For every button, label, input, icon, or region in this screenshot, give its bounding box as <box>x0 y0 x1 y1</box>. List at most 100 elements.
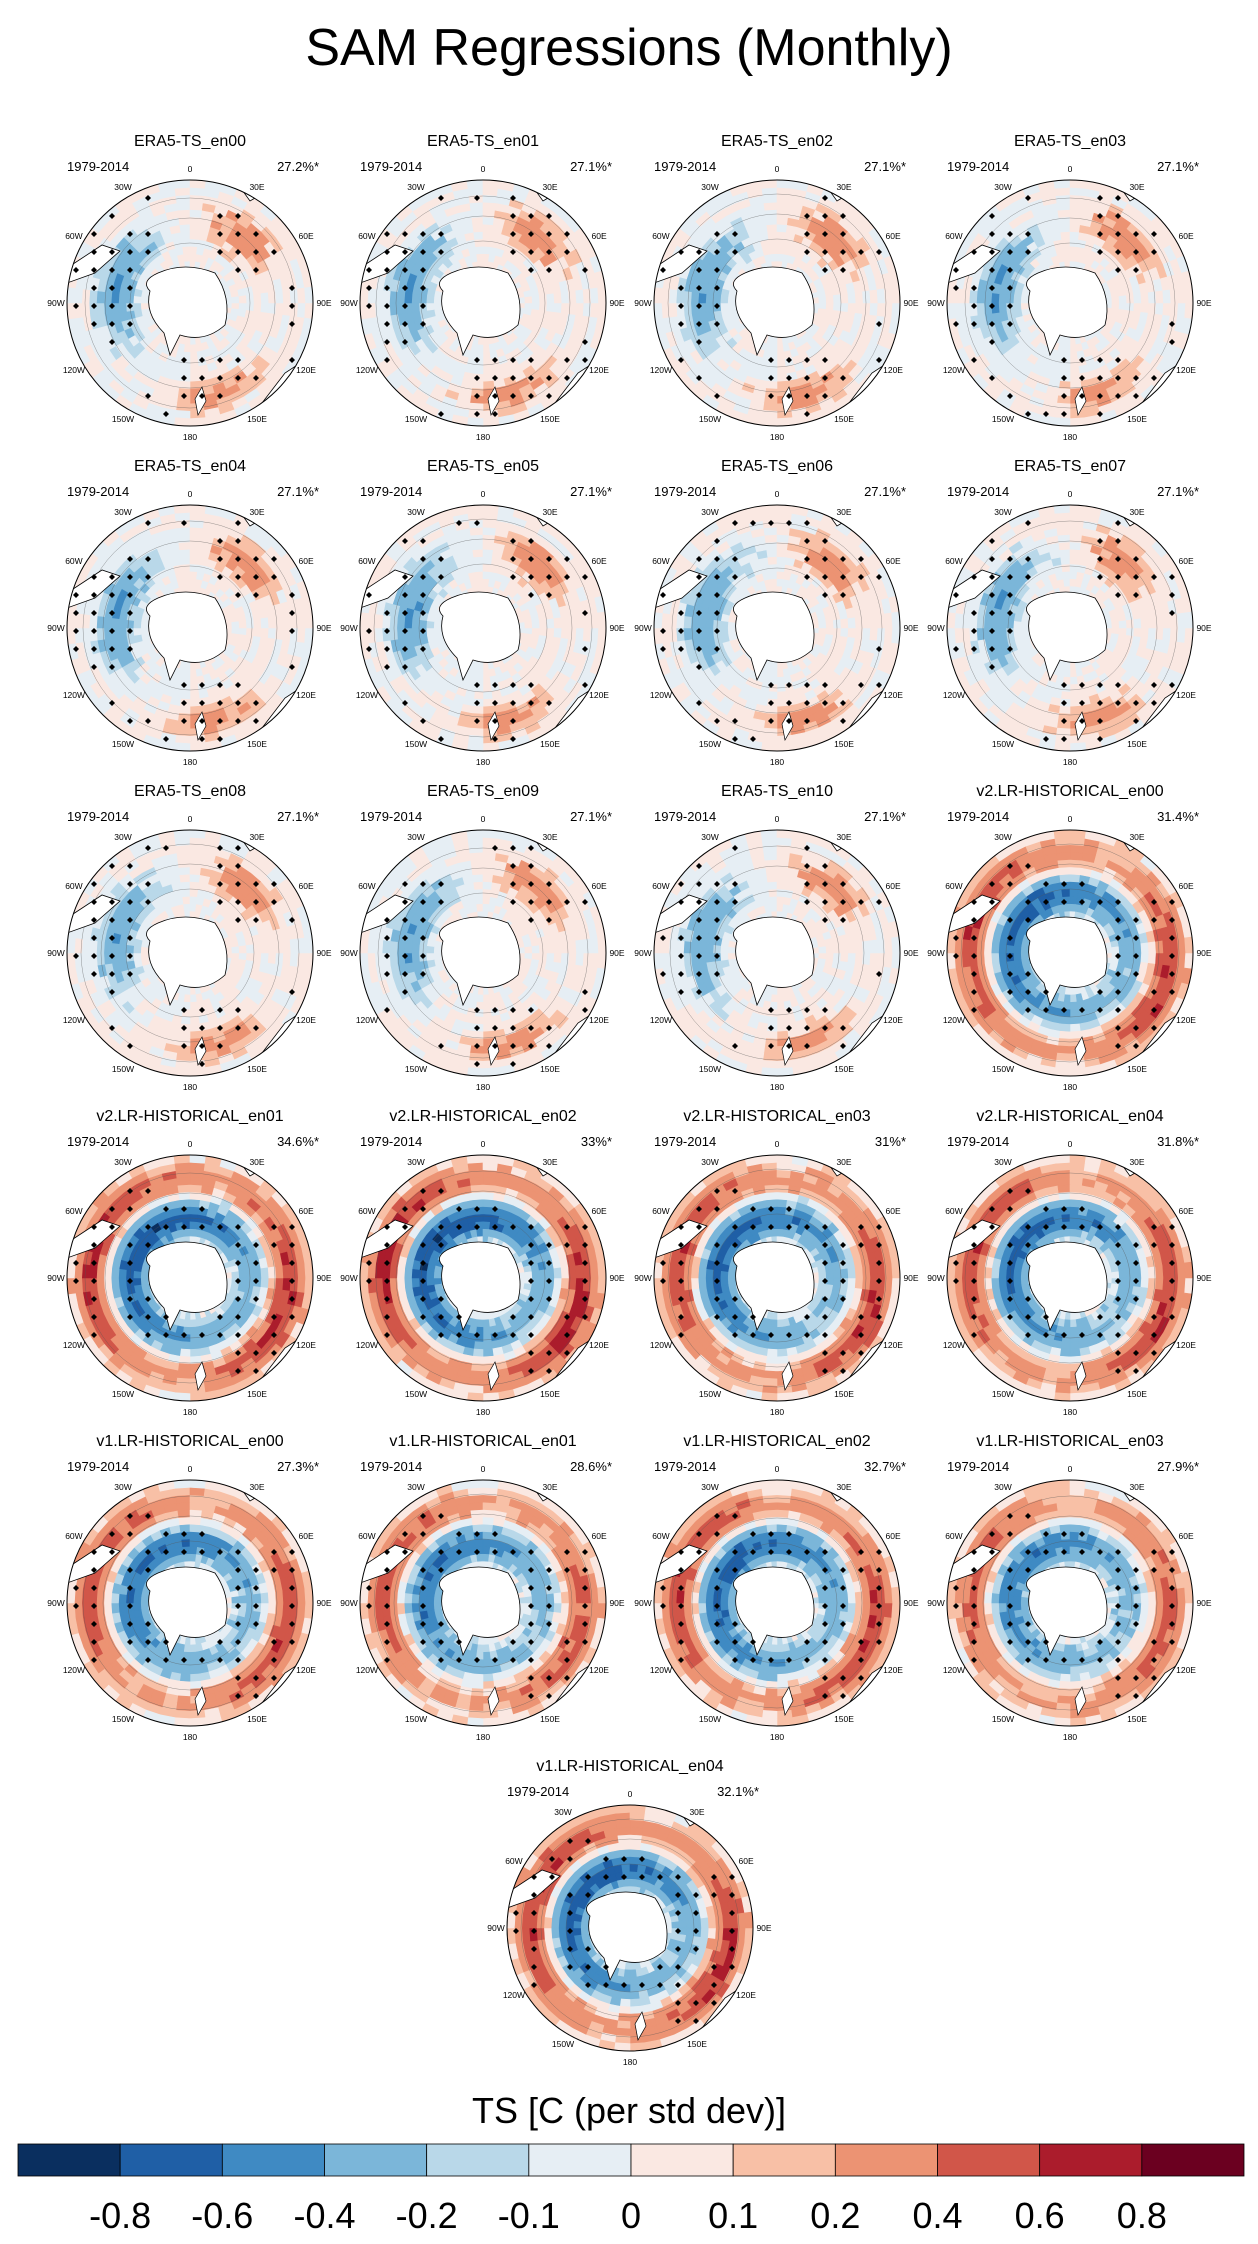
longitude-label: 120E <box>1176 1340 1196 1350</box>
panel-period: 1979-2014 <box>947 1134 1010 1149</box>
longitude-label: 30E <box>836 182 851 192</box>
longitude-label: 60E <box>298 1206 313 1216</box>
longitude-label: 30W <box>701 1157 718 1167</box>
panel-variance-percent: 27.1%* <box>277 484 319 499</box>
longitude-label: 90E <box>316 1598 331 1608</box>
significance-stipple <box>73 1513 295 1699</box>
longitude-label: 30W <box>701 182 718 192</box>
longitude-label: 30E <box>249 1482 264 1492</box>
longitude-label: 90E <box>1196 623 1211 633</box>
polar-map: 0 30E 60E 90E 120E 150E 180 150W 120W 90W 60W 30W <box>634 1464 919 1742</box>
longitude-label: 180 <box>1063 432 1077 442</box>
longitude-label: 30W <box>994 182 1011 192</box>
longitude-label: 60W <box>358 1531 375 1541</box>
map-panel: ERA5-TS_en03 1979-2014 27.1%* 0 30E 60E 90E 120… <box>925 133 1215 442</box>
longitude-label: 60W <box>358 556 375 566</box>
longitude-label: 60W <box>945 231 962 241</box>
longitude-label: 180 <box>476 1082 490 1092</box>
panel-title: ERA5-TS_en09 <box>426 783 540 800</box>
panel-period: 1979-2014 <box>947 1459 1010 1474</box>
panel-variance-percent: 28.6%* <box>570 1459 612 1474</box>
longitude-label: 30E <box>836 1157 851 1167</box>
colorbar-title: TS [C (per std dev)] <box>471 2090 787 2131</box>
longitude-label: 0 <box>188 164 193 174</box>
longitude-label: 150W <box>992 414 1014 424</box>
longitude-label: 60W <box>945 1531 962 1541</box>
panel-variance-percent: 31.8%* <box>1157 1134 1199 1149</box>
map-panel: ERA5-TS_en09 1979-2014 27.1%* 0 30E 60E 90E 120… <box>338 783 628 1092</box>
colorbar-tick-label: -0.4 <box>293 2195 355 2236</box>
colorbar-tick-label: -0.8 <box>89 2195 151 2236</box>
polar-map: 0 30E 60E 90E 120E 150E 180 150W 120W 90W 60W 30W <box>487 1789 772 2067</box>
colorbar-swatch <box>426 2143 530 2177</box>
longitude-label: 120W <box>943 1015 965 1025</box>
colorbar-swatch <box>1141 2143 1245 2177</box>
longitude-label: 90W <box>634 948 651 958</box>
longitude-label: 60E <box>738 1856 753 1866</box>
panel-period: 1979-2014 <box>360 809 423 824</box>
polar-map: 0 30E 60E 90E 120E 150E 180 150W 120W 90W 60W 30W <box>47 1464 332 1742</box>
map-panel: ERA5-TS_en08 1979-2014 27.1%* 0 30E 60E 90E 120… <box>45 783 335 1092</box>
longitude-label: 0 <box>1068 489 1073 499</box>
longitude-label: 90E <box>316 623 331 633</box>
longitude-label: 150E <box>834 414 854 424</box>
significance-stipple <box>366 520 588 742</box>
panel-title: v2.LR-HISTORICAL_en03 <box>683 1108 871 1125</box>
longitude-label: 30W <box>407 832 424 842</box>
longitude-label: 120E <box>1176 690 1196 700</box>
longitude-label: 180 <box>770 1082 784 1092</box>
longitude-label: 120E <box>883 1665 903 1675</box>
longitude-label: 30E <box>1129 507 1144 517</box>
longitude-label: 180 <box>183 432 197 442</box>
longitude-label: 60W <box>652 1531 669 1541</box>
longitude-label: 90E <box>1196 948 1211 958</box>
longitude-label: 60W <box>358 1206 375 1216</box>
panel-period: 1979-2014 <box>654 484 717 499</box>
longitude-label: 30E <box>689 1807 704 1817</box>
longitude-label: 180 <box>183 1082 197 1092</box>
longitude-label: 60E <box>298 881 313 891</box>
longitude-label: 120E <box>589 365 609 375</box>
longitude-label: 30E <box>542 507 557 517</box>
longitude-label: 180 <box>623 2057 637 2067</box>
map-panel: ERA5-TS_en10 1979-2014 27.1%* 0 30E 60E 90E 120… <box>632 783 922 1092</box>
longitude-label: 150W <box>992 1064 1014 1074</box>
longitude-label: 90W <box>487 1923 504 1933</box>
longitude-label: 0 <box>188 814 193 824</box>
polar-map: 0 30E 60E 90E 120E 150E 180 150W 120W 90W 60W 30W <box>340 814 625 1092</box>
longitude-label: 60W <box>358 231 375 241</box>
longitude-label: 180 <box>183 1732 197 1742</box>
significance-stipple <box>366 1188 588 1374</box>
longitude-label: 150E <box>540 1714 560 1724</box>
colorbar-swatch <box>1039 2143 1143 2177</box>
map-panel: ERA5-TS_en00 1979-2014 27.2%* 0 30E 60E 90E 120… <box>45 133 335 442</box>
longitude-label: 180 <box>1063 757 1077 767</box>
longitude-label: 60W <box>65 231 82 241</box>
longitude-label: 120W <box>356 365 378 375</box>
longitude-label: 120W <box>943 1340 965 1350</box>
panel-title: ERA5-TS_en03 <box>1013 133 1127 150</box>
longitude-label: 120E <box>589 1340 609 1350</box>
longitude-label: 30W <box>407 182 424 192</box>
panel-variance-percent: 27.1%* <box>570 809 612 824</box>
longitude-label: 120W <box>356 1015 378 1025</box>
longitude-label: 0 <box>481 489 486 499</box>
longitude-label: 60E <box>591 881 606 891</box>
map-panel: ERA5-TS_en06 1979-2014 27.1%* 0 30E 60E 90E 120… <box>632 458 922 767</box>
longitude-label: 90E <box>609 1273 624 1283</box>
longitude-label: 120E <box>883 1340 903 1350</box>
polar-map: 0 30E 60E 90E 120E 150E 180 150W 120W 90W 60W 30W <box>927 1464 1212 1742</box>
longitude-label: 180 <box>476 757 490 767</box>
longitude-label: 90W <box>927 1273 944 1283</box>
longitude-label: 0 <box>481 1139 486 1149</box>
longitude-label: 90E <box>903 298 918 308</box>
longitude-label: 90E <box>903 623 918 633</box>
longitude-label: 60E <box>1178 231 1193 241</box>
longitude-label: 180 <box>1063 1082 1077 1092</box>
significance-stipple <box>366 195 588 417</box>
longitude-label: 60E <box>298 1531 313 1541</box>
colorbar-swatch <box>630 2143 734 2177</box>
panel-title: ERA5-TS_en04 <box>133 458 247 475</box>
longitude-label: 90W <box>927 623 944 633</box>
polar-map: 0 30E 60E 90E 120E 150E 180 150W 120W 90W 60W 30W <box>927 164 1212 442</box>
